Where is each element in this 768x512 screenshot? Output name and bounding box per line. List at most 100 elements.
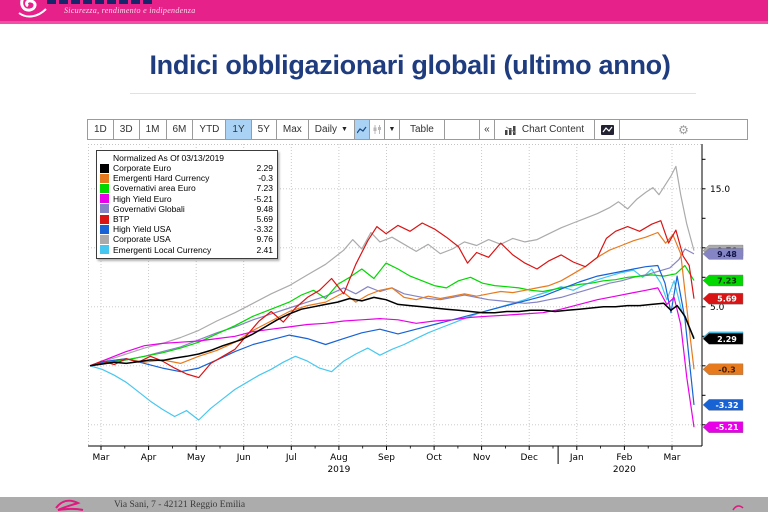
range-button-1y[interactable]: 1Y [225,119,252,140]
value-badge-label: 5.69 [717,295,737,304]
x-tick-label: Mar [93,453,110,463]
range-button-ytd[interactable]: YTD [192,119,227,140]
series-line-governativi-area-euro [89,262,695,367]
legend-series-name: Governativi area Euro [113,183,196,194]
frequency-label: Daily [314,124,338,135]
settings-button[interactable]: ⚙ [619,119,748,140]
events-button[interactable] [594,119,621,140]
company-logo-icon [18,0,47,18]
value-badge-label: -3.32 [715,401,738,410]
legend-row[interactable]: Corporate Euro 2.29 [100,163,273,173]
legend-row[interactable]: BTP 5.69 [100,214,273,224]
legend-series-name: High Yield Euro [113,193,172,204]
legend-row[interactable]: Emergenti Hard Currency -0.3 [100,173,273,183]
legend-swatch [100,234,109,244]
brand-name-cropped [47,0,153,4]
year-label: 2020 [613,465,636,475]
legend-row[interactable]: Governativi Globali 9.48 [100,204,273,214]
annotate-chart-icon [504,125,517,135]
legend-series-name: Emergenti Hard Currency [113,173,210,184]
collapse-button[interactable]: « [478,119,495,140]
candlestick-icon [373,125,381,134]
x-tick-label: Oct [426,453,442,463]
series-line-emergenti-local-currency [89,268,695,421]
value-badge-label: 7.23 [717,276,737,285]
series-line-corporate-usa [89,165,695,367]
x-tick-label: Aug [330,453,348,463]
legend-row[interactable]: Governativi area Euro 7.23 [100,183,273,193]
x-tick-label: Jul [285,453,297,463]
range-button-max[interactable]: Max [275,119,309,140]
chevron-down-icon: ▼ [341,126,348,133]
range-button-5y[interactable]: 5Y [250,119,277,140]
legend-swatch [100,204,109,214]
legend-rows: Corporate Euro 2.29 Emergenti Hard Currenc… [100,163,273,255]
annotation-icon [600,124,614,135]
series-line-high-yield-euro [89,287,695,428]
banner-accent-stripe [0,21,768,24]
chart-legend: Normalized As Of 03/13/2019 Corporate Eu… [96,150,278,259]
range-button-3d[interactable]: 3D [112,119,140,140]
chart-type-dropdown[interactable]: ▼ [383,119,400,140]
chevron-down-icon: ▼ [388,126,396,133]
y-axis-label: 15.0 [710,185,730,195]
value-badge [702,274,744,287]
value-badge [702,292,744,305]
x-tick-label: Sep [378,453,395,463]
x-tick-label: Apr [141,453,157,463]
value-badge [702,421,744,433]
gear-icon: ⚙ [678,122,689,137]
legend-series-value: 2.29 [256,163,273,174]
legend-series-name: Corporate USA [113,234,171,245]
legend-swatch [100,214,109,224]
legend-swatch [100,183,109,193]
legend-series-value: 7.23 [256,183,273,194]
banner-tagline: Sicurezza, rendimento e indipendenza [64,6,196,15]
legend-row[interactable]: Emergenti Local Currency 2.41 [100,245,273,255]
legend-row[interactable]: High Yield Euro -5.21 [100,194,273,204]
value-badge [702,399,744,411]
value-badge-label: -0.3 [718,365,736,374]
legend-row[interactable]: High Yield USA -3.32 [100,224,273,234]
price-chart[interactable]: 15.0 5.0 Mar Apr May Jun Jul Aug Sep Oct Nov Dec Jan… [88,144,748,482]
range-button-1m[interactable]: 1M [138,119,167,140]
legend-swatch [100,194,109,204]
x-tick-label: Feb [616,453,632,463]
blank-field[interactable] [443,119,480,140]
legend-series-value: 2.41 [256,244,273,255]
range-button-1d[interactable]: 1D [87,119,114,140]
range-button-group: 1D 3D 1M 6M YTD 1Y 5Y Max [87,119,309,140]
legend-series-value: -5.21 [253,193,273,204]
footer-logo-icon [55,499,84,511]
line-chart-icon [356,126,367,133]
candlestick-type-button[interactable] [368,119,385,140]
series-line-high-yield-usa [89,264,695,405]
footer-mark-icon [732,505,744,511]
series-line-btp [89,220,695,379]
legend-swatch [100,173,109,183]
frequency-dropdown[interactable]: Daily ▼ [307,119,355,140]
legend-series-name: High Yield USA [113,224,172,235]
chart-panel: 1D 3D 1M 6M YTD 1Y 5Y Max Daily ▼ ▼ [87,119,748,485]
chart-content-button[interactable]: Chart Content [493,119,596,140]
series-line-emergenti-hard-currency [89,231,695,370]
legend-series-value: 5.69 [256,214,273,225]
legend-title: Normalized As Of 03/13/2019 [113,153,225,163]
legend-series-value: -3.32 [253,224,273,235]
legend-series-value: -0.3 [258,173,273,184]
table-button[interactable]: Table [398,119,445,140]
y-axis-label: 5.0 [710,303,725,313]
legend-series-name: Governativi Globali [113,203,185,214]
year-label: 2019 [327,465,350,475]
line-chart-type-button[interactable] [353,119,370,140]
legend-swatch [100,245,109,255]
footer-bar: Via Sani, 7 - 42121 Reggio Emilia [0,497,768,512]
legend-series-name: Corporate Euro [113,163,172,174]
footer-address: Via Sani, 7 - 42121 Reggio Emilia [114,500,246,510]
range-button-6m[interactable]: 6M [165,119,194,140]
legend-row[interactable]: Corporate USA 9.76 [100,234,273,244]
title-underline [130,93,696,94]
chart-content-label: Chart Content [521,124,585,135]
page-title: Indici obbligazionari globali (ultimo an… [149,50,671,80]
